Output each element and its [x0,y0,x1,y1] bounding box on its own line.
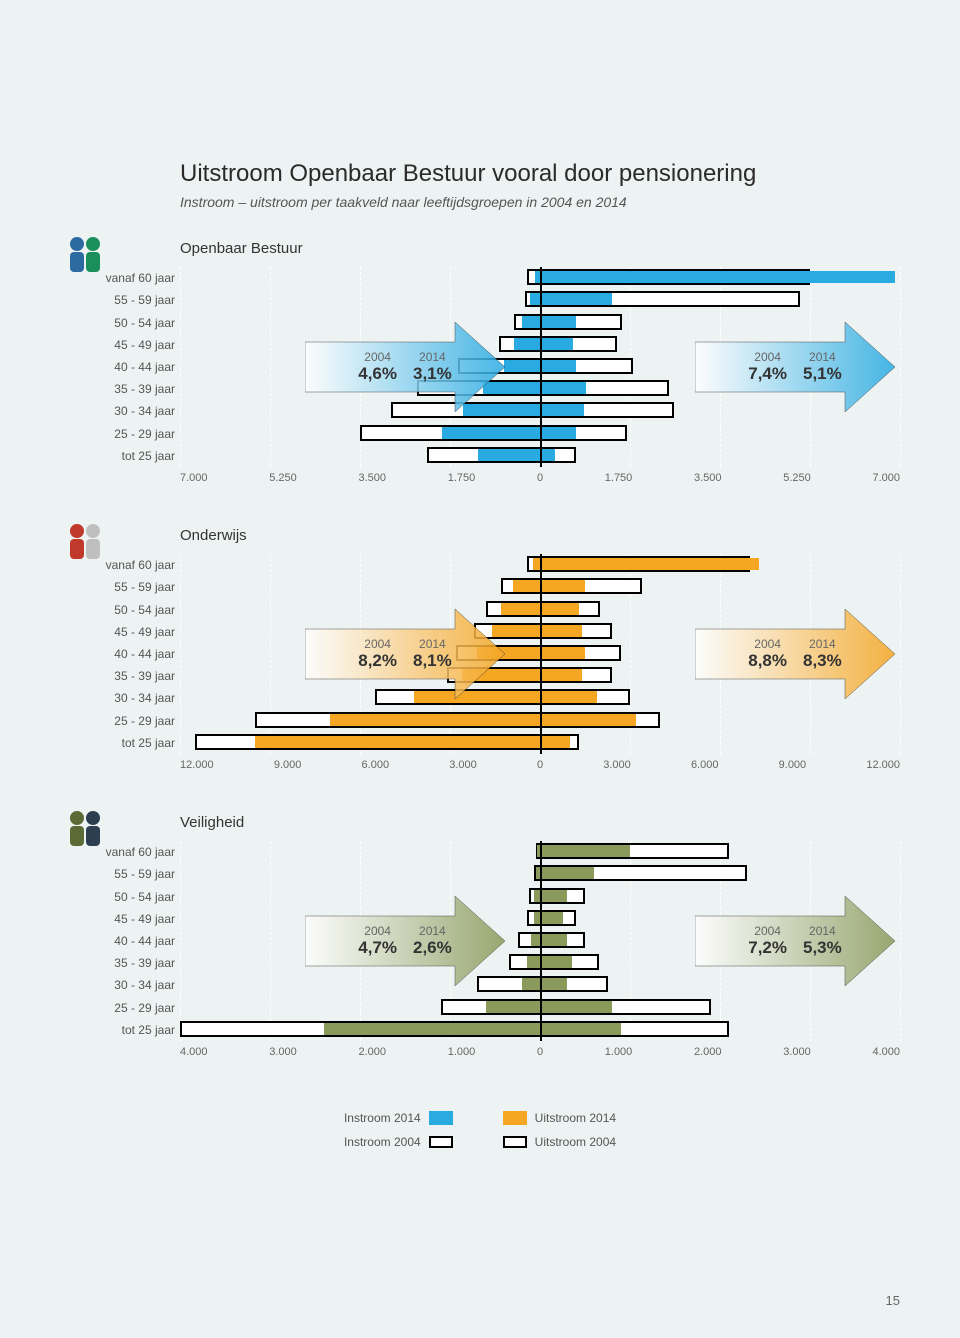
age-label: 25 - 29 jaar [60,997,175,1019]
age-label: vanaf 60 jaar [60,841,175,863]
instroom-arrow: 20044,6% 20143,1% [305,322,505,412]
age-label: vanaf 60 jaar [60,554,175,576]
age-label: 45 - 49 jaar [60,621,175,643]
age-label: 35 - 39 jaar [60,665,175,687]
age-label: 40 - 44 jaar [60,356,175,378]
age-label: 30 - 34 jaar [60,974,175,996]
axis-tick: 7.000 [872,472,900,484]
age-label: tot 25 jaar [60,732,175,754]
page-number: 15 [886,1293,900,1308]
axis-tick: 3.500 [694,472,722,484]
section-title: Onderwijs [180,527,900,544]
age-label: 55 - 59 jaar [60,576,175,598]
age-label: 25 - 29 jaar [60,423,175,445]
axis-tick: 9.000 [779,759,807,771]
instroom-arrow: 20044,7% 20142,6% [305,896,505,986]
age-label: 50 - 54 jaar [60,312,175,334]
legend-item: Instroom 2004 [344,1135,453,1149]
age-label: 35 - 39 jaar [60,378,175,400]
age-label: 55 - 59 jaar [60,863,175,885]
age-label: tot 25 jaar [60,1019,175,1041]
axis-tick: 5.250 [269,472,297,484]
axis-tick: 3.000 [603,759,631,771]
uitstroom-arrow: 20048,8% 20148,3% [695,609,895,699]
axis-tick: 12.000 [180,759,214,771]
axis-tick: 2.000 [358,1046,386,1058]
axis-tick: 3.000 [783,1046,811,1058]
axis-tick: 0 [537,1046,543,1058]
age-label: 40 - 44 jaar [60,930,175,952]
axis-tick: 1.750 [605,472,633,484]
age-label: 45 - 49 jaar [60,334,175,356]
axis-tick: 0 [537,759,543,771]
axis-tick: 3.000 [449,759,477,771]
axis-tick: 3.500 [358,472,386,484]
age-label: 50 - 54 jaar [60,599,175,621]
axis-tick: 3.000 [269,1046,297,1058]
legend-item: Uitstroom 2004 [503,1135,616,1149]
age-label: vanaf 60 jaar [60,267,175,289]
age-label: 30 - 34 jaar [60,687,175,709]
age-label: 40 - 44 jaar [60,643,175,665]
instroom-arrow: 20048,2% 20148,1% [305,609,505,699]
axis-tick: 1.000 [448,1046,476,1058]
section-title: Openbaar Bestuur [180,240,900,257]
age-label: 25 - 29 jaar [60,710,175,732]
age-label: 45 - 49 jaar [60,908,175,930]
age-label: 35 - 39 jaar [60,952,175,974]
page-title: Uitstroom Openbaar Bestuur vooral door p… [180,160,900,188]
axis-tick: 12.000 [866,759,900,771]
uitstroom-arrow: 20047,4% 20145,1% [695,322,895,412]
axis-tick: 7.000 [180,472,208,484]
age-label: 30 - 34 jaar [60,400,175,422]
axis-tick: 9.000 [274,759,302,771]
axis-tick: 1.000 [605,1046,633,1058]
age-label: 50 - 54 jaar [60,886,175,908]
page-header: Uitstroom Openbaar Bestuur vooral door p… [180,160,900,210]
legend-item: Instroom 2014 [344,1111,453,1125]
axis-tick: 6.000 [691,759,719,771]
chart-legend: Instroom 2014 Instroom 2004 Uitstroom 20… [60,1111,900,1149]
axis-tick: 2.000 [694,1046,722,1058]
section-openbaar bestuur: Openbaar Bestuur vanaf 60 jaar55 - 59 ja… [60,240,900,497]
age-label: tot 25 jaar [60,445,175,467]
age-label: 55 - 59 jaar [60,289,175,311]
page-subtitle: Instroom – uitstroom per taakveld naar l… [180,194,900,210]
axis-tick: 1.750 [448,472,476,484]
section-onderwijs: Onderwijs vanaf 60 jaar55 - 59 jaar50 - … [60,527,900,784]
uitstroom-arrow: 20047,2% 20145,3% [695,896,895,986]
section-title: Veiligheid [180,814,900,831]
axis-tick: 4.000 [180,1046,208,1058]
legend-item: Uitstroom 2014 [503,1111,616,1125]
axis-tick: 4.000 [872,1046,900,1058]
axis-tick: 6.000 [362,759,390,771]
axis-tick: 5.250 [783,472,811,484]
axis-tick: 0 [537,472,543,484]
section-veiligheid: Veiligheid vanaf 60 jaar55 - 59 jaar50 -… [60,814,900,1071]
